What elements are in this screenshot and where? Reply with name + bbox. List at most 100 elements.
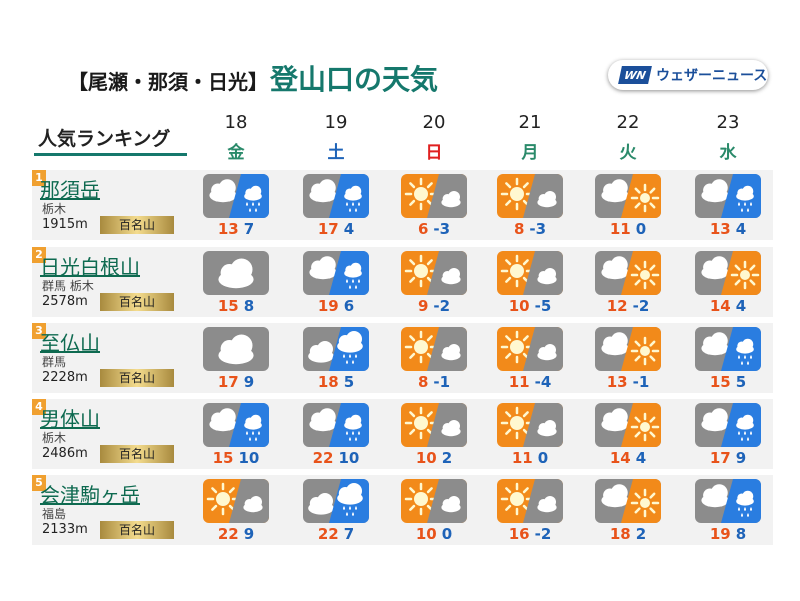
min-temp: -2 <box>433 297 451 315</box>
cloudy-then-sunny-icon <box>695 251 761 295</box>
temperature: 15 5 <box>680 373 776 391</box>
day-date: 20 <box>422 112 446 133</box>
forecast-cell: 12 -2 <box>580 247 676 317</box>
temperature: 11 0 <box>482 449 578 467</box>
mountain-prefecture: 栃木 <box>42 202 67 216</box>
max-temp: 16 <box>508 525 530 543</box>
forecast-cell: 11 -4 <box>482 323 578 393</box>
temperature: 13 7 <box>188 220 284 238</box>
temperature: 13 4 <box>680 220 776 238</box>
day-weekday: 日 <box>425 143 443 163</box>
forecast-cell: 8 -3 <box>482 170 578 240</box>
mountain-elevation: 1915m <box>42 217 88 232</box>
min-temp: 4 <box>735 220 747 238</box>
logo-text: ウェザーニュース <box>656 68 768 84</box>
temperature: 17 4 <box>288 220 384 238</box>
weathernews-logo: WN ウェザーニュース <box>608 60 768 90</box>
hyakumeizan-badge: 百名山 <box>100 445 174 463</box>
forecast-cell: 9 -2 <box>386 247 482 317</box>
max-temp: 8 <box>513 220 525 238</box>
min-temp: -2 <box>534 525 552 543</box>
temperature: 22 9 <box>188 525 284 543</box>
temperature: 22 10 <box>288 449 384 467</box>
mountain-name-link[interactable]: 至仏山 <box>40 331 100 355</box>
max-temp: 15 <box>212 449 234 467</box>
mountain-name-link[interactable]: 那須岳 <box>40 178 100 202</box>
min-temp: 6 <box>343 297 355 315</box>
logo-mark: WN <box>618 66 652 84</box>
mountain-name-link[interactable]: 男体山 <box>40 407 100 431</box>
min-temp: 8 <box>735 525 747 543</box>
forecast-cell: 14 4 <box>580 399 676 469</box>
max-temp: 15 <box>709 373 731 391</box>
min-temp: 5 <box>343 373 355 391</box>
max-temp: 17 <box>317 220 339 238</box>
min-temp: 7 <box>243 220 255 238</box>
forecast-cell: 17 4 <box>288 170 384 240</box>
mountain-name-link[interactable]: 日光白根山 <box>40 255 140 279</box>
max-temp: 8 <box>417 373 429 391</box>
mountain-row: 5 会津駒ヶ岳 福島 2133m 百名山 22 9 22 7 10 0 16 -2 18 2 19… <box>32 475 773 545</box>
max-temp: 13 <box>709 220 731 238</box>
rank-badge: 3 <box>32 323 46 339</box>
day-header-18: 18 金 <box>188 112 284 163</box>
hyakumeizan-badge: 百名山 <box>100 521 174 539</box>
mountain-name-link[interactable]: 会津駒ヶ岳 <box>40 483 140 507</box>
temperature: 10 0 <box>386 525 482 543</box>
hyakumeizan-badge: 百名山 <box>100 369 174 387</box>
forecast-cell: 19 8 <box>680 475 776 545</box>
sunny-then-cloudy-icon <box>497 174 563 218</box>
forecast-cell: 13 -1 <box>580 323 676 393</box>
ranking-label: 人気ランキング <box>38 128 171 150</box>
rank-badge: 5 <box>32 475 46 491</box>
max-temp: 9 <box>417 297 429 315</box>
max-temp: 14 <box>709 297 731 315</box>
cloudy-then-rain-icon <box>303 174 369 218</box>
max-temp: 12 <box>606 297 628 315</box>
min-temp: -5 <box>534 297 552 315</box>
min-temp: 2 <box>441 449 453 467</box>
hyakumeizan-badge: 百名山 <box>100 293 174 311</box>
day-weekday: 水 <box>719 143 737 163</box>
max-temp: 17 <box>709 449 731 467</box>
sunny-then-cloudy-icon <box>497 403 563 447</box>
day-date: 18 <box>224 112 248 133</box>
rank-badge: 1 <box>32 170 46 186</box>
forecast-cell: 15 8 <box>188 247 284 317</box>
cloudy-then-sunny-icon <box>595 174 661 218</box>
day-weekday: 金 <box>227 143 245 163</box>
day-header-19: 19 土 <box>288 112 384 163</box>
day-header-20: 20 日 <box>386 112 482 163</box>
forecast-cell: 10 -5 <box>482 247 578 317</box>
cloudy-then-rain-icon <box>203 174 269 218</box>
max-temp: 13 <box>217 220 239 238</box>
sunny-then-cloudy-icon <box>401 327 467 371</box>
temperature: 17 9 <box>188 373 284 391</box>
max-temp: 6 <box>417 220 429 238</box>
sunny-then-cloudy-icon <box>401 403 467 447</box>
mountain-row: 2 日光白根山 群馬 栃木 2578m 百名山 15 8 19 6 9 -2 10 -5 12-… <box>32 247 773 317</box>
sunny-then-cloudy-icon <box>401 174 467 218</box>
max-temp: 15 <box>217 297 239 315</box>
forecast-cell: 17 9 <box>188 323 284 393</box>
mountain-elevation: 2486m <box>42 446 88 461</box>
mountain-elevation: 2228m <box>42 370 88 385</box>
mountain-prefecture: 群馬 栃木 <box>42 279 94 293</box>
min-temp: 10 <box>338 449 360 467</box>
cloudy-then-rain-icon <box>303 251 369 295</box>
temperature: 18 5 <box>288 373 384 391</box>
cloudy-then-rain-icon <box>303 403 369 447</box>
forecast-cell: 16 -2 <box>482 475 578 545</box>
cloudy-then-sunny-icon <box>595 251 661 295</box>
min-temp: -3 <box>529 220 547 238</box>
temperature: 6 -3 <box>386 220 482 238</box>
max-temp: 11 <box>508 373 530 391</box>
cloudy-then-rain-icon <box>695 327 761 371</box>
day-header-22: 22 火 <box>580 112 676 163</box>
max-temp: 19 <box>317 297 339 315</box>
min-temp: 10 <box>238 449 260 467</box>
mountain-elevation: 2578m <box>42 294 88 309</box>
forecast-cell: 22 9 <box>188 475 284 545</box>
mountain-elevation: 2133m <box>42 522 88 537</box>
max-temp: 14 <box>609 449 631 467</box>
